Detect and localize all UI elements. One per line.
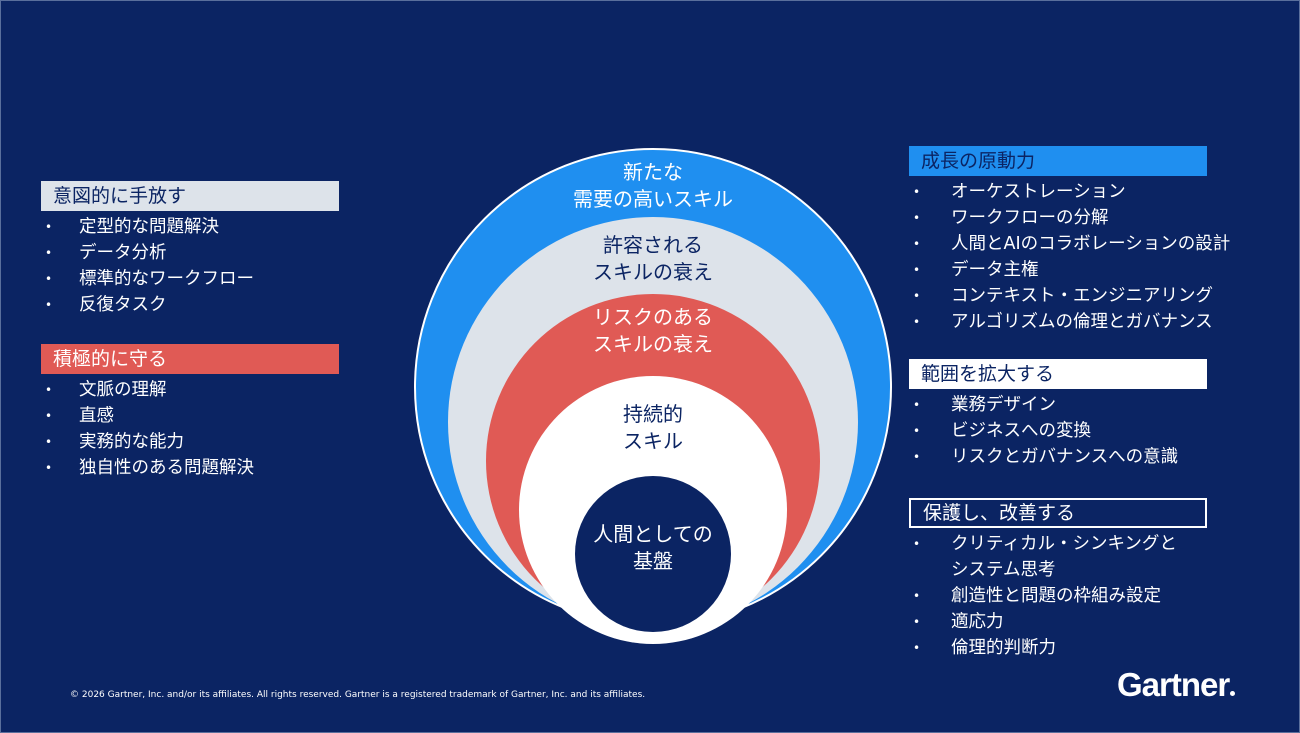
section-header-let-go: 意図的に手放す [41,181,339,211]
section-protect-improve: 保護し、改善する クリティカル・シンキングと システム思考 創造性と問題の枠組み… [909,498,1207,661]
section-let-go: 意図的に手放す 定型的な問題解決 データ分析 標準的なワークフロー 反復タスク [41,181,339,318]
bullet-item: クリティカル・シンキングと [909,531,1207,557]
gartner-logo: Gartner [1117,666,1236,704]
section-protect: 積極的に守る 文脈の理解 直感 実務的な能力 独自性のある問題解決 [41,344,339,481]
bullet-list-protect-improve: クリティカル・シンキングと システム思考 創造性と問題の枠組み設定 適応力 倫理… [909,531,1207,661]
section-header-expand-scope: 範囲を拡大する [909,359,1207,389]
bullet-item: 人間とAIのコラボレーションの設計 [909,231,1230,257]
bullet-item: データ分析 [41,240,339,266]
bullet-list-growth-drivers: オーケストレーション ワークフローの分解 人間とAIのコラボレーションの設計 デ… [909,179,1230,335]
section-growth-drivers: 成長の原動力 オーケストレーション ワークフローの分解 人間とAIのコラボレーシ… [909,146,1230,335]
bullet-item: オーケストレーション [909,179,1207,205]
bullet-item: 定型的な問題解決 [41,214,339,240]
ring-label-durable-skills: 持続的 スキル [623,402,683,453]
bullet-item: 反復タスク [41,292,339,318]
bullet-item: ビジネスへの変換 [909,418,1207,444]
bullet-item: リスクとガバナンスへの意識 [909,444,1207,470]
bullet-item: 文脈の理解 [41,377,339,403]
bullet-item: 標準的なワークフロー [41,266,339,292]
bullet-item: 倫理的判断力 [909,635,1207,661]
bullet-item: ワークフローの分解 [909,205,1207,231]
bullet-item: 直感 [41,403,339,429]
bullet-item: 業務デザイン [909,392,1207,418]
bullet-list-protect: 文脈の理解 直感 実務的な能力 独自性のある問題解決 [41,377,339,481]
bullet-item: アルゴリズムの倫理とガバナンス [909,309,1213,335]
bullet-list-expand-scope: 業務デザイン ビジネスへの変換 リスクとガバナンスへの意識 [909,392,1207,470]
section-header-protect: 積極的に守る [41,344,339,374]
ring-label-risky-decline: リスクのある スキルの衰え [593,305,713,356]
bullet-item: 適応力 [909,609,1207,635]
bullet-item: 創造性と問題の枠組み設定 [909,583,1207,609]
section-expand-scope: 範囲を拡大する 業務デザイン ビジネスへの変換 リスクとガバナンスへの意識 [909,359,1207,470]
copyright-footer: © 2026 Gartner, Inc. and/or its affiliat… [70,690,646,700]
ring-label-human-foundation: 人間としての 基盤 [593,522,713,573]
bullet-item: コンテキスト・エンジニアリング [909,283,1213,309]
ring-human-foundation [575,476,731,632]
logo-dot-icon [1230,691,1236,696]
bullet-item: データ主権 [909,257,1207,283]
gartner-logo-text: Gartner [1117,666,1230,703]
section-header-protect-improve: 保護し、改善する [909,498,1207,528]
bullet-item: 実務的な能力 [41,429,339,455]
ring-label-acceptable-decline: 許容される スキルの衰え [593,233,713,284]
ring-label-emerging-skills: 新たな 需要の高いスキル [573,160,733,211]
bullet-item-continuation: システム思考 [951,560,1056,580]
bullet-list-let-go: 定型的な問題解決 データ分析 標準的なワークフロー 反復タスク [41,214,339,318]
bullet-item: 独自性のある問題解決 [41,455,339,481]
section-header-growth-drivers: 成長の原動力 [909,146,1207,176]
